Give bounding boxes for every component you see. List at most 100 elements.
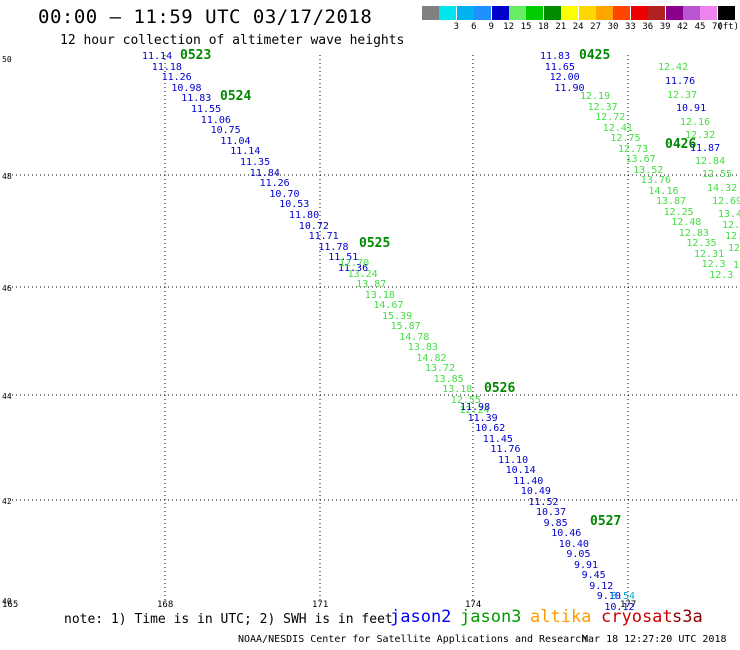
swh-value: 8.54 [611, 591, 636, 602]
swh-value: 13.24 [347, 268, 378, 280]
map-title: 00:00 – 11:59 UTC 03/17/2018 [38, 6, 373, 28]
swh-value: 11.51 [328, 252, 359, 264]
swh-value: 12.48 [671, 217, 702, 228]
swh-value: 11.45 [482, 433, 513, 445]
pass-label: 0425 [579, 48, 611, 63]
swh-value: 13.87 [656, 196, 687, 207]
satellite-name: s3a [672, 607, 703, 627]
swh-value: 10.12 [604, 601, 635, 613]
lat-tick: 40 [2, 597, 12, 606]
swh-value: 12.3 [728, 243, 740, 254]
swh-value: 12.75 [610, 133, 641, 144]
legend-swatch [439, 6, 457, 20]
swh-value: 11.80 [289, 210, 320, 221]
swh-value: 9.05 [566, 549, 591, 560]
swh-value: 12.83 [678, 227, 709, 239]
legend-label: 3 [453, 22, 460, 32]
swh-value: 12.73 [618, 143, 649, 155]
legend-unit: (ft) [717, 22, 740, 32]
swh-value: 13.18 [364, 289, 395, 301]
swh-value: 9.91 [574, 559, 599, 571]
swh-value: 12.36 [722, 220, 740, 231]
swh-value: 13.87 [356, 279, 387, 290]
map-subtitle: 12 hour collection of altimeter wave hei… [60, 33, 405, 48]
lat-tick: 50 [2, 55, 12, 64]
legend-swatch [491, 6, 509, 20]
swh-value: 12.24 [459, 405, 490, 416]
legend-label: 21 [555, 22, 567, 32]
swh-value: 11.76 [665, 76, 696, 87]
swh-value: 12.37 [587, 101, 618, 113]
pass-label: 0525 [359, 236, 391, 251]
swh-value: 12.31 [694, 248, 725, 260]
timestamp-text: Mar 18 12:27:20 UTC 2018 [582, 634, 727, 645]
swh-value: 11.40 [513, 475, 544, 487]
swh-value: 12.3 [709, 269, 734, 281]
lat-tick: 46 [2, 284, 12, 293]
satellite-name: altika [530, 607, 592, 627]
swh-value: 10.49 [520, 486, 551, 497]
swh-value: 11.65 [544, 61, 575, 73]
satellite-name: cryosat [601, 607, 673, 627]
swh-value: 12.41 [602, 122, 633, 134]
swh-value: 14.78 [399, 331, 430, 343]
satellite-name: jason3 [460, 607, 522, 627]
swh-value: 11.76 [490, 444, 521, 455]
swh-value: 9.10 [596, 591, 621, 602]
lat-tick: 44 [2, 392, 12, 401]
swh-value: 12.3 [725, 231, 740, 242]
legend-label: 36 [642, 22, 654, 32]
legend-label: 45 [694, 22, 706, 32]
legend-swatch [509, 6, 526, 20]
legend-swatch [700, 6, 718, 20]
swh-value: 9.85 [543, 517, 568, 529]
swh-value: 14.67 [373, 300, 404, 311]
swh-value: 11.18 [151, 61, 182, 73]
swh-value: 11.83 [540, 51, 571, 62]
legend-swatch [717, 6, 735, 20]
swh-value: 15.87 [390, 321, 421, 332]
lon-tick: 174 [465, 600, 482, 610]
lat-tick: 48 [2, 172, 12, 181]
swh-value: 13.72 [425, 363, 456, 374]
legend-label: 15 [520, 22, 532, 32]
lon-tick: 168 [157, 600, 174, 610]
swh-value: 13.76 [640, 175, 671, 186]
swh-value: 13.83 [407, 342, 438, 353]
legend-label: 42 [677, 22, 689, 32]
legend-swatch [648, 6, 666, 20]
legend-swatch [665, 6, 683, 20]
swh-value: 10.91 [676, 103, 707, 114]
swh-value: 12.37 [667, 90, 698, 101]
swh-value: 10.62 [475, 423, 506, 434]
swh-value: 11.90 [554, 82, 585, 94]
swh-value: 10.75 [210, 125, 241, 137]
legend-swatch [683, 6, 700, 20]
legend-label: 6 [471, 22, 477, 32]
swh-value: 11.87 [690, 143, 721, 154]
legend-label: 70 [711, 22, 723, 32]
legend-swatch [561, 6, 579, 20]
swh-value: 11.14 [142, 51, 173, 62]
swh-value: 11.52 [528, 496, 559, 508]
swh-value: 11.98 [460, 402, 491, 413]
legend-swatch [596, 6, 613, 20]
swh-value: 12.3 [701, 259, 726, 270]
swh-value: 11.06 [200, 114, 231, 126]
swh-value: 11.35 [240, 157, 271, 168]
swh-value: 12.25 [663, 206, 694, 218]
legend-swatch [456, 6, 474, 20]
swh-value: 10.40 [558, 538, 589, 550]
legend-label: 33 [624, 22, 636, 32]
pass-label: 0524 [220, 89, 252, 104]
lon-tick: 177 [620, 600, 637, 610]
credit-text: NOAA/NESDIS Center for Satellite Applica… [238, 634, 588, 645]
swh-value: 13.18 [442, 384, 473, 395]
swh-value: 13.46 [718, 209, 740, 220]
swh-value: 12.32 [685, 130, 716, 141]
legend-swatch [578, 6, 596, 20]
legend-swatch [526, 6, 544, 20]
swh-value: 13.85 [433, 373, 464, 385]
legend-label: 12 [503, 22, 515, 32]
